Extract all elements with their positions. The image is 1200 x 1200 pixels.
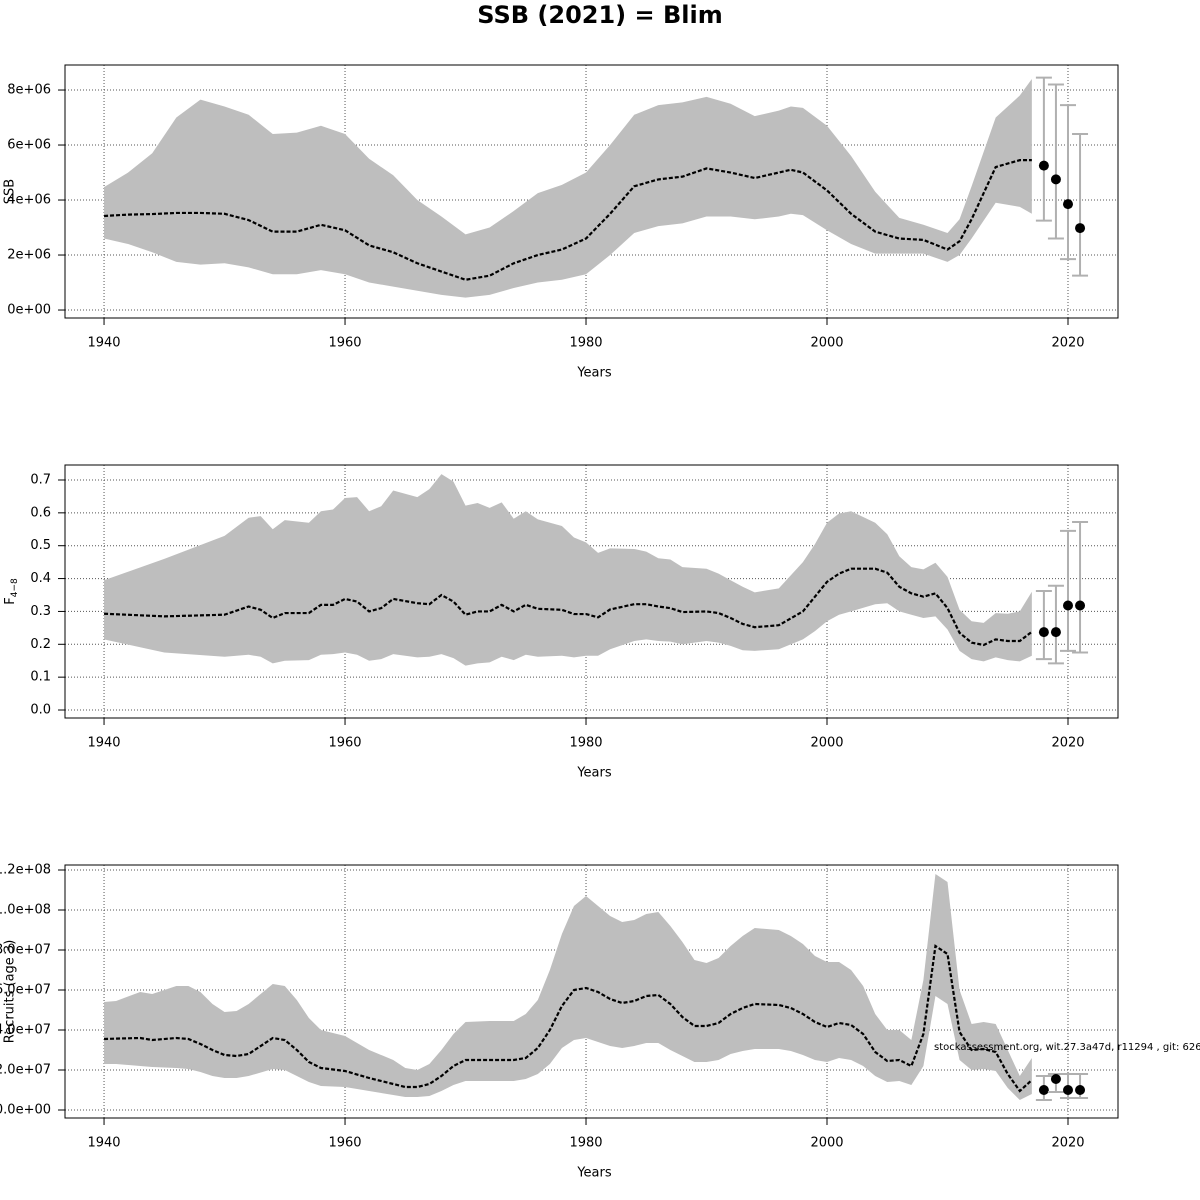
y-tick-label: 0.0e+00 bbox=[0, 1103, 51, 1118]
y-tick-label: 0.7 bbox=[30, 472, 51, 487]
x-axis-label: Years bbox=[576, 766, 612, 781]
forecast-point bbox=[1075, 1085, 1086, 1095]
y-axis-label: F4−8 bbox=[3, 578, 20, 605]
y-tick-label: 0e+00 bbox=[7, 303, 51, 318]
y-tick-label: 0.5 bbox=[30, 538, 51, 553]
x-tick-label: 2000 bbox=[810, 336, 843, 351]
error-bar bbox=[1047, 83, 1064, 240]
y-axis-label-main: F bbox=[3, 597, 18, 604]
error-bar bbox=[1047, 584, 1064, 665]
x-tick-label: 2000 bbox=[810, 1136, 843, 1151]
y-tick-label: 2.0e+07 bbox=[0, 1063, 51, 1078]
x-tick-label: 1940 bbox=[87, 336, 120, 351]
x-tick-label: 1980 bbox=[569, 736, 602, 751]
forecast-point bbox=[1038, 160, 1049, 171]
x-tick-label: 1980 bbox=[569, 336, 602, 351]
plot-frame bbox=[64, 864, 1119, 1119]
estimate-line bbox=[104, 944, 1033, 1093]
x-tick-label: 1960 bbox=[328, 1136, 361, 1151]
forecast-point bbox=[1062, 600, 1073, 611]
y-axis-label: Recruits (age 3) bbox=[3, 940, 18, 1044]
annotation: stockassessment.org, wit.27.3a47d, r1129… bbox=[934, 1042, 1200, 1053]
y-tick-label: 0.3 bbox=[30, 604, 51, 619]
x-tick-label: 2000 bbox=[810, 736, 843, 751]
x-tick-label: 2020 bbox=[1051, 336, 1084, 351]
y-tick-label: 6e+06 bbox=[7, 138, 51, 153]
x-axis-label: Years bbox=[576, 366, 612, 381]
x-tick-label: 1940 bbox=[87, 1136, 120, 1151]
estimate-line bbox=[103, 567, 1033, 647]
forecast-point bbox=[1038, 627, 1049, 638]
y-tick-label: 0.0 bbox=[30, 703, 51, 718]
y-tick-label: 6.0e+07 bbox=[0, 983, 51, 998]
y-tick-label: 8e+06 bbox=[7, 83, 51, 98]
x-tick-label: 1980 bbox=[569, 1136, 602, 1151]
error-bar bbox=[1059, 104, 1076, 261]
y-tick-label: 1.2e+08 bbox=[0, 863, 51, 878]
forecast-point bbox=[1050, 1074, 1061, 1084]
forecast-point bbox=[1062, 1085, 1073, 1095]
confidence-band bbox=[104, 474, 1032, 666]
plot-frame bbox=[64, 464, 1119, 719]
forecast-point bbox=[1062, 199, 1073, 210]
y-tick-label: 4.0e+07 bbox=[0, 1023, 51, 1038]
y-tick-label: 1.0e+08 bbox=[0, 903, 51, 918]
confidence-band bbox=[104, 874, 1032, 1100]
chart-title: SSB (2021) = Blim bbox=[477, 1, 722, 29]
y-tick-label: 4e+06 bbox=[7, 193, 51, 208]
plot-frame bbox=[64, 64, 1119, 319]
error-bar bbox=[1035, 590, 1052, 661]
y-tick-label: 2e+06 bbox=[7, 248, 51, 263]
error-bar bbox=[1059, 529, 1076, 652]
error-bar bbox=[1072, 521, 1089, 654]
y-axis-label-sub: 4−8 bbox=[10, 578, 20, 597]
y-tick-label: 0.2 bbox=[30, 637, 51, 652]
y-tick-label: 0.4 bbox=[30, 571, 51, 586]
y-axis-label: SSB bbox=[3, 179, 18, 204]
y-tick-label: 0.6 bbox=[30, 505, 51, 520]
forecast-point bbox=[1050, 174, 1061, 185]
error-bar bbox=[1035, 76, 1052, 222]
confidence-band bbox=[104, 79, 1032, 298]
forecast-point bbox=[1038, 1085, 1049, 1095]
error-bar bbox=[1072, 133, 1089, 277]
y-tick-label: 0.1 bbox=[30, 670, 51, 685]
x-tick-label: 2020 bbox=[1051, 1136, 1084, 1151]
x-axis-label: Years bbox=[576, 1166, 612, 1181]
forecast-point bbox=[1075, 600, 1086, 611]
y-tick-label: 8.0e+07 bbox=[0, 943, 51, 958]
x-tick-label: 1940 bbox=[87, 736, 120, 751]
x-tick-label: 2020 bbox=[1051, 736, 1084, 751]
forecast-point bbox=[1075, 223, 1086, 234]
estimate-line bbox=[103, 159, 1032, 281]
x-tick-label: 1960 bbox=[328, 336, 361, 351]
x-tick-label: 1960 bbox=[328, 736, 361, 751]
forecast-point bbox=[1050, 627, 1061, 638]
